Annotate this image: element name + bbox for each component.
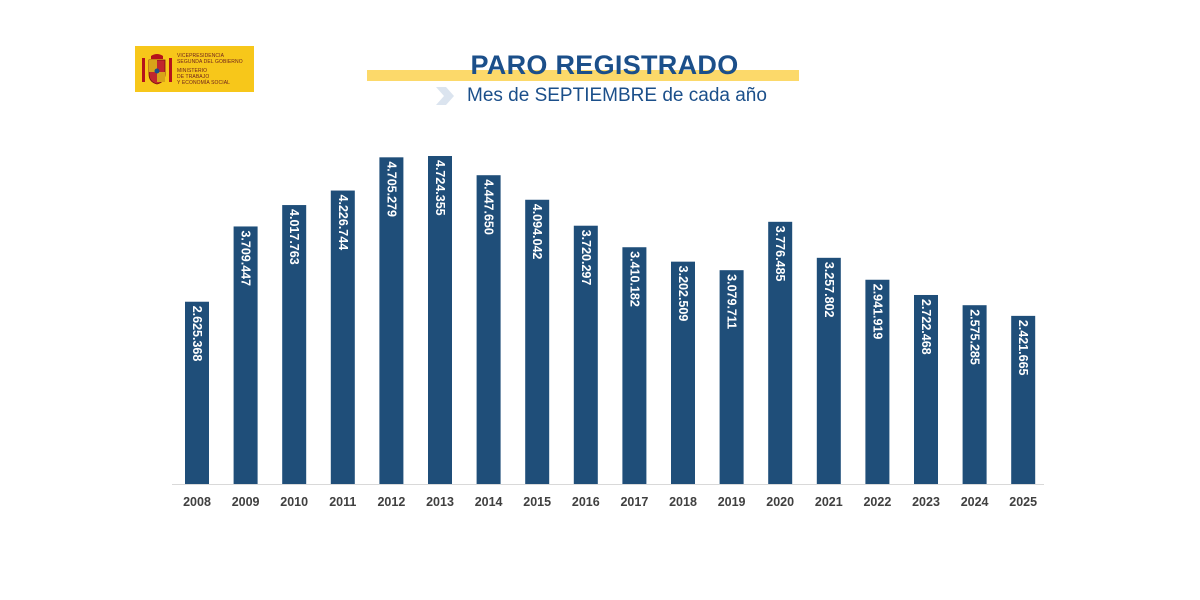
logo-line: VICEPRESIDENCIA [177, 52, 225, 59]
bar-2011 [330, 190, 355, 485]
bar-2015 [525, 199, 550, 484]
coat-of-arms-icon [142, 54, 172, 85]
chart-subtitle: Mes de SEPTIEMBRE de cada año [467, 85, 767, 106]
x-tick-label-2021: 2021 [815, 495, 843, 509]
x-tick-label-2012: 2012 [377, 495, 405, 509]
bar-2008 [185, 301, 209, 484]
bar-2022 [865, 279, 890, 484]
bar-2012 [379, 157, 404, 484]
data-label-2008: 2.625.368 [190, 306, 204, 362]
data-label-2016: 3.720.297 [579, 230, 593, 286]
data-label-2013: 4.724.355 [433, 160, 447, 216]
data-label-2010: 4.017.763 [287, 209, 301, 265]
bar-2023 [914, 294, 938, 484]
x-tick-label-2008: 2008 [183, 495, 211, 509]
ministry-logo: VICEPRESIDENCIA SEGUNDA DEL GOBIERNO MIN… [135, 46, 254, 92]
data-label-2011: 4.226.744 [336, 195, 350, 251]
bar-2013 [428, 156, 452, 484]
logo-line: DE TRABAJO [177, 73, 210, 80]
logo-line: MINISTERIO [177, 67, 208, 74]
x-tick-label-2013: 2013 [426, 495, 454, 509]
bar-2025 [1011, 315, 1036, 484]
x-tick-label-2018: 2018 [669, 495, 697, 509]
x-tick-label-2025: 2025 [1009, 495, 1037, 509]
data-label-2022: 2.941.919 [870, 284, 884, 340]
bar-2019 [719, 270, 744, 484]
data-label-2012: 4.705.279 [384, 161, 398, 217]
x-tick-label-2011: 2011 [329, 495, 356, 509]
bar-2014 [476, 175, 501, 484]
data-label-2024: 2.575.285 [968, 309, 982, 365]
x-tick-label-2017: 2017 [620, 495, 648, 509]
bar-2010 [282, 205, 307, 485]
bar-2018 [671, 261, 695, 484]
x-tick-label-2022: 2022 [863, 495, 891, 509]
bar-2016 [573, 225, 598, 484]
bar-2021 [816, 257, 841, 484]
logo-line: SEGUNDA DEL GOBIERNO [177, 58, 243, 65]
x-tick-label-2020: 2020 [766, 495, 794, 509]
x-tick-label-2010: 2010 [280, 495, 308, 509]
data-label-2018: 3.202.509 [676, 266, 690, 322]
bar-2024 [962, 305, 987, 484]
logo-text: VICEPRESIDENCIA SEGUNDA DEL GOBIERNO MIN… [177, 53, 243, 86]
bar-2020 [768, 221, 793, 484]
x-tick-label-2015: 2015 [523, 495, 551, 509]
data-label-2014: 4.447.650 [482, 179, 496, 235]
x-tick-label-2009: 2009 [232, 495, 260, 509]
chevron-right-icon [436, 87, 454, 105]
data-label-2021: 3.257.802 [822, 262, 836, 318]
data-label-2009: 3.709.447 [239, 230, 253, 286]
data-label-2017: 3.410.182 [627, 251, 641, 307]
x-tick-label-2023: 2023 [912, 495, 940, 509]
x-tick-label-2014: 2014 [475, 495, 503, 509]
data-label-2015: 4.094.042 [530, 204, 544, 260]
data-label-2023: 2.722.468 [919, 299, 933, 355]
data-label-2020: 3.776.485 [773, 226, 787, 282]
data-label-2019: 3.079.711 [725, 274, 739, 329]
data-label-2025: 2.421.665 [1016, 320, 1030, 376]
logo-line: Y ECONOMÍA SOCIAL [177, 79, 231, 86]
bar-2009 [233, 226, 258, 484]
x-tick-label-2024: 2024 [961, 495, 989, 509]
x-tick-label-2016: 2016 [572, 495, 600, 509]
bar-2017 [622, 247, 647, 484]
x-tick-label-2019: 2019 [718, 495, 746, 509]
chart-title: PARO REGISTRADO [470, 50, 739, 80]
title-highlight-band [367, 70, 799, 81]
